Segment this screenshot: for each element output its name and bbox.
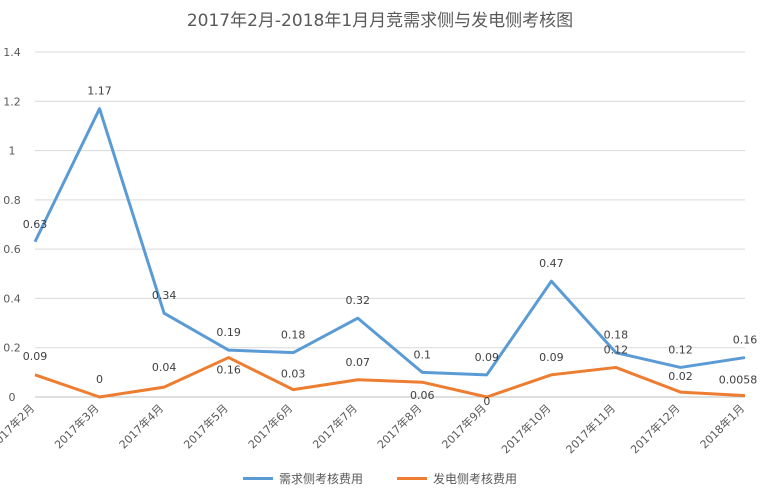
y-tick-label: 0.8 [3, 194, 21, 207]
data-label: 0.09 [23, 350, 48, 363]
legend-label-generation: 发电侧考核费用 [433, 472, 518, 486]
data-label: 0.18 [281, 329, 306, 342]
y-tick-label: 1.2 [3, 95, 21, 108]
y-tick-label: 1.4 [3, 46, 21, 59]
data-label: 0.32 [345, 294, 370, 307]
x-tick-label: 2018年1月 [697, 401, 747, 451]
data-label: 0.12 [604, 343, 629, 356]
legend-swatch-generation [397, 477, 427, 480]
y-tick-label: 0 [9, 391, 16, 404]
data-label: 0.1 [414, 348, 432, 361]
series-line-demand [33, 107, 746, 377]
data-label: 0.02 [668, 370, 693, 383]
data-label: 0.03 [281, 368, 306, 381]
legend-item-generation: 发电侧考核费用 [397, 470, 517, 487]
data-label: 0.06 [410, 389, 435, 402]
data-label: 0.16 [733, 334, 758, 347]
x-tick-label: 2017年7月 [310, 401, 360, 451]
legend-swatch-demand [242, 477, 273, 480]
y-tick-label: 1 [9, 145, 16, 158]
data-label: 0.16 [216, 364, 241, 377]
legend-item-demand: 需求侧考核费用 [242, 470, 363, 487]
legend: 需求侧考核费用 发电侧考核费用 [0, 470, 760, 487]
data-label: 0.47 [539, 257, 564, 270]
data-label: 0.0058 [719, 374, 758, 387]
data-label: 0.12 [668, 343, 693, 356]
data-label: 0.19 [216, 326, 241, 339]
y-tick-label: 0.2 [3, 342, 21, 355]
chart-title: 2017年2月-2018年1月月竞需求侧与发电侧考核图 [186, 11, 574, 31]
x-tick-label: 2017年9月 [439, 401, 489, 451]
x-tick-label: 2017年10月 [498, 401, 553, 456]
legend-label-demand: 需求侧考核费用 [278, 472, 363, 486]
y-tick-label: 0.6 [3, 243, 21, 256]
x-tick-label: 2017年6月 [245, 401, 295, 451]
data-label: 1.17 [87, 85, 112, 98]
data-label: 0.07 [345, 356, 370, 369]
x-tick-label: 2017年3月 [51, 401, 101, 451]
x-tick-label: 2017年12月 [627, 401, 682, 456]
data-label: 0 [96, 373, 103, 386]
y-tick-label: 0.4 [3, 292, 21, 305]
x-tick-label: 2017年8月 [374, 401, 424, 451]
x-tick-label: 2017年4月 [116, 401, 166, 451]
x-tick-label: 2017年5月 [181, 401, 231, 451]
data-label: 0.09 [539, 351, 564, 364]
data-label: 0 [483, 395, 490, 408]
data-label: 0.04 [152, 361, 177, 374]
x-tick-label: 2017年2月 [0, 401, 37, 451]
series-line-generation [34, 356, 746, 399]
data-label: 0.09 [475, 351, 500, 364]
data-label: 0.18 [604, 329, 629, 342]
data-label: 0.63 [23, 218, 48, 231]
data-label: 0.34 [152, 289, 177, 302]
x-tick-label: 2017年11月 [563, 401, 618, 456]
